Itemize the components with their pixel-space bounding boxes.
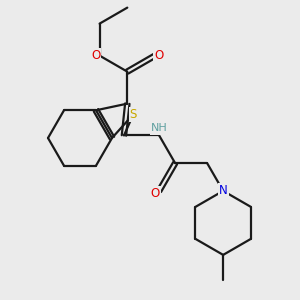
Text: NH: NH [151, 124, 167, 134]
Text: O: O [154, 49, 164, 62]
Text: S: S [130, 108, 137, 121]
Text: N: N [219, 184, 227, 197]
Text: O: O [151, 188, 160, 200]
Text: N: N [219, 184, 227, 197]
Text: O: O [91, 49, 100, 62]
